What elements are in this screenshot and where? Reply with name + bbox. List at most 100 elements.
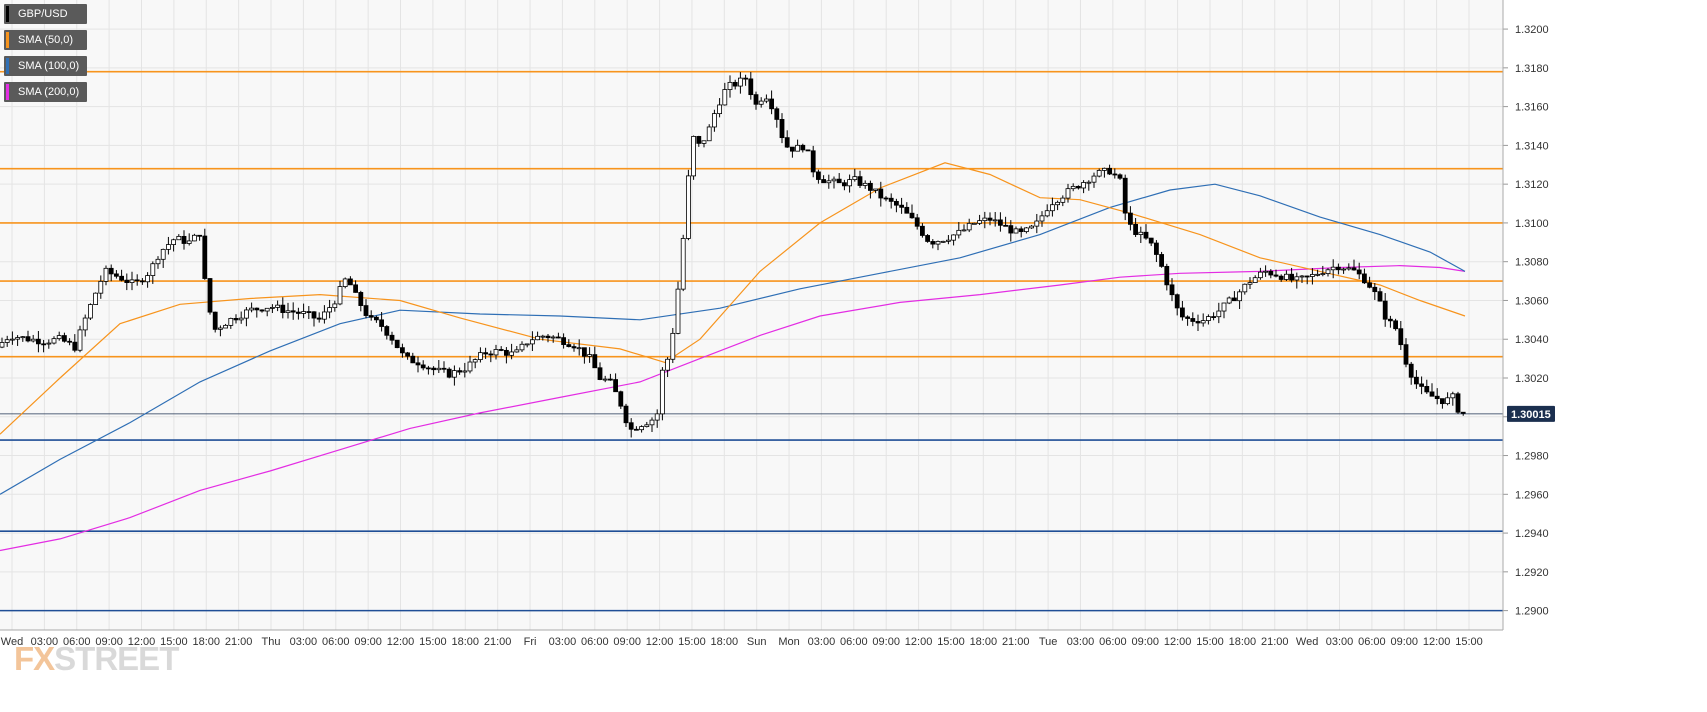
candle-body (987, 217, 993, 221)
candle-body (462, 370, 468, 373)
candle-body (1138, 231, 1144, 235)
candle-body (25, 336, 31, 342)
candle-body (353, 284, 359, 293)
x-tick-label: 06:00 (1099, 636, 1127, 648)
candle-body (831, 178, 837, 182)
candle-body (186, 240, 192, 244)
legend-item-gbpusd[interactable]: GBP/USD (4, 4, 88, 24)
candle-body (363, 305, 369, 316)
candle-body (930, 241, 936, 245)
candle-body (498, 349, 504, 351)
y-axis: 1.29001.29201.29401.29601.29801.30001.30… (1502, 0, 1555, 630)
candle-body (738, 77, 743, 87)
x-tick-label: 15:00 (419, 636, 447, 648)
legend-label: SMA (50,0) (18, 34, 74, 46)
candle-body (373, 316, 379, 321)
candle-body (1081, 182, 1086, 189)
candle-body (457, 370, 463, 373)
y-tick-label: 1.2900 (1515, 606, 1549, 618)
x-tick-label: 09:00 (872, 636, 900, 648)
candle-body (67, 340, 72, 343)
candle-body (1263, 270, 1268, 273)
candle-body (1273, 274, 1279, 277)
candle-body (836, 178, 842, 184)
candle-body (119, 275, 124, 281)
candle-body (810, 150, 816, 173)
candle-body (249, 307, 255, 311)
candle-body (1112, 173, 1118, 176)
candle-body (665, 358, 670, 371)
candle-body (1278, 275, 1284, 280)
candle-body (306, 311, 312, 313)
candle-body (717, 104, 722, 115)
candle-body (1107, 167, 1112, 175)
candle-body (1320, 273, 1326, 275)
candle-body (1076, 185, 1081, 189)
candle-body (842, 182, 847, 187)
x-tick-label: 12:00 (646, 636, 674, 648)
x-tick-label: Sun (747, 636, 767, 648)
candle-body (888, 197, 894, 202)
legend-item-sma100[interactable]: SMA (100,0) (4, 56, 88, 76)
candle-body (753, 94, 759, 105)
legend-label: SMA (200,0) (18, 86, 80, 98)
candle-body (259, 309, 265, 312)
candle-body (566, 344, 572, 347)
candle-body (191, 234, 197, 242)
candle-body (1195, 321, 1201, 324)
candle-body (114, 273, 119, 277)
candle-body (129, 279, 135, 283)
sma100-line (0, 183, 1466, 495)
x-tick-label: 09:00 (354, 636, 382, 648)
candle-body (1232, 297, 1237, 302)
candle-body (550, 336, 556, 339)
candle-body (951, 234, 956, 241)
candle-body (1055, 201, 1060, 206)
candle-body (295, 311, 301, 314)
x-tick-label: 12:00 (1164, 636, 1192, 648)
candle-body (30, 338, 36, 342)
candle-body (1440, 398, 1445, 405)
x-tick-label: 06:00 (322, 636, 350, 648)
candle-body (1372, 286, 1378, 293)
candle-body (519, 343, 525, 351)
candle-body (977, 220, 982, 224)
candle-body (36, 338, 41, 345)
x-tick-label: 06:00 (581, 636, 609, 648)
candle-body (77, 329, 83, 351)
candle-body (1148, 237, 1154, 244)
x-tick-label: 18:00 (1229, 636, 1257, 648)
x-tick-label: Fri (524, 636, 537, 648)
candle-body (51, 338, 57, 344)
candle-body (228, 318, 234, 326)
candle-body (150, 263, 156, 276)
candle-body (62, 335, 67, 342)
candle-body (202, 235, 208, 279)
candle-body (966, 222, 972, 231)
candle-body (1174, 294, 1180, 309)
legend-item-sma200[interactable]: SMA (200,0) (4, 82, 88, 102)
candle-body (394, 339, 400, 349)
candle-body (4, 339, 10, 343)
x-tick-label: 09:00 (1131, 636, 1159, 648)
candle-body (1154, 242, 1159, 255)
candle-body (722, 89, 728, 106)
legend-item-sma50[interactable]: SMA (50,0) (4, 30, 88, 50)
candle-body (1050, 204, 1055, 212)
candle-body (145, 275, 151, 283)
candle-body (530, 339, 535, 345)
candle-body (1226, 297, 1232, 304)
candle-body (1070, 185, 1076, 190)
candle-body (894, 200, 899, 206)
candle-body (420, 364, 426, 369)
candle-body (290, 310, 296, 313)
candle-body (436, 367, 442, 371)
candle-body (1382, 300, 1388, 320)
current-price-badge (1507, 405, 1555, 422)
candle-body (1086, 181, 1092, 184)
candle-body (644, 424, 650, 427)
candle-body (904, 206, 910, 214)
y-tick-label: 1.3140 (1515, 140, 1549, 152)
candle-body (670, 332, 676, 360)
